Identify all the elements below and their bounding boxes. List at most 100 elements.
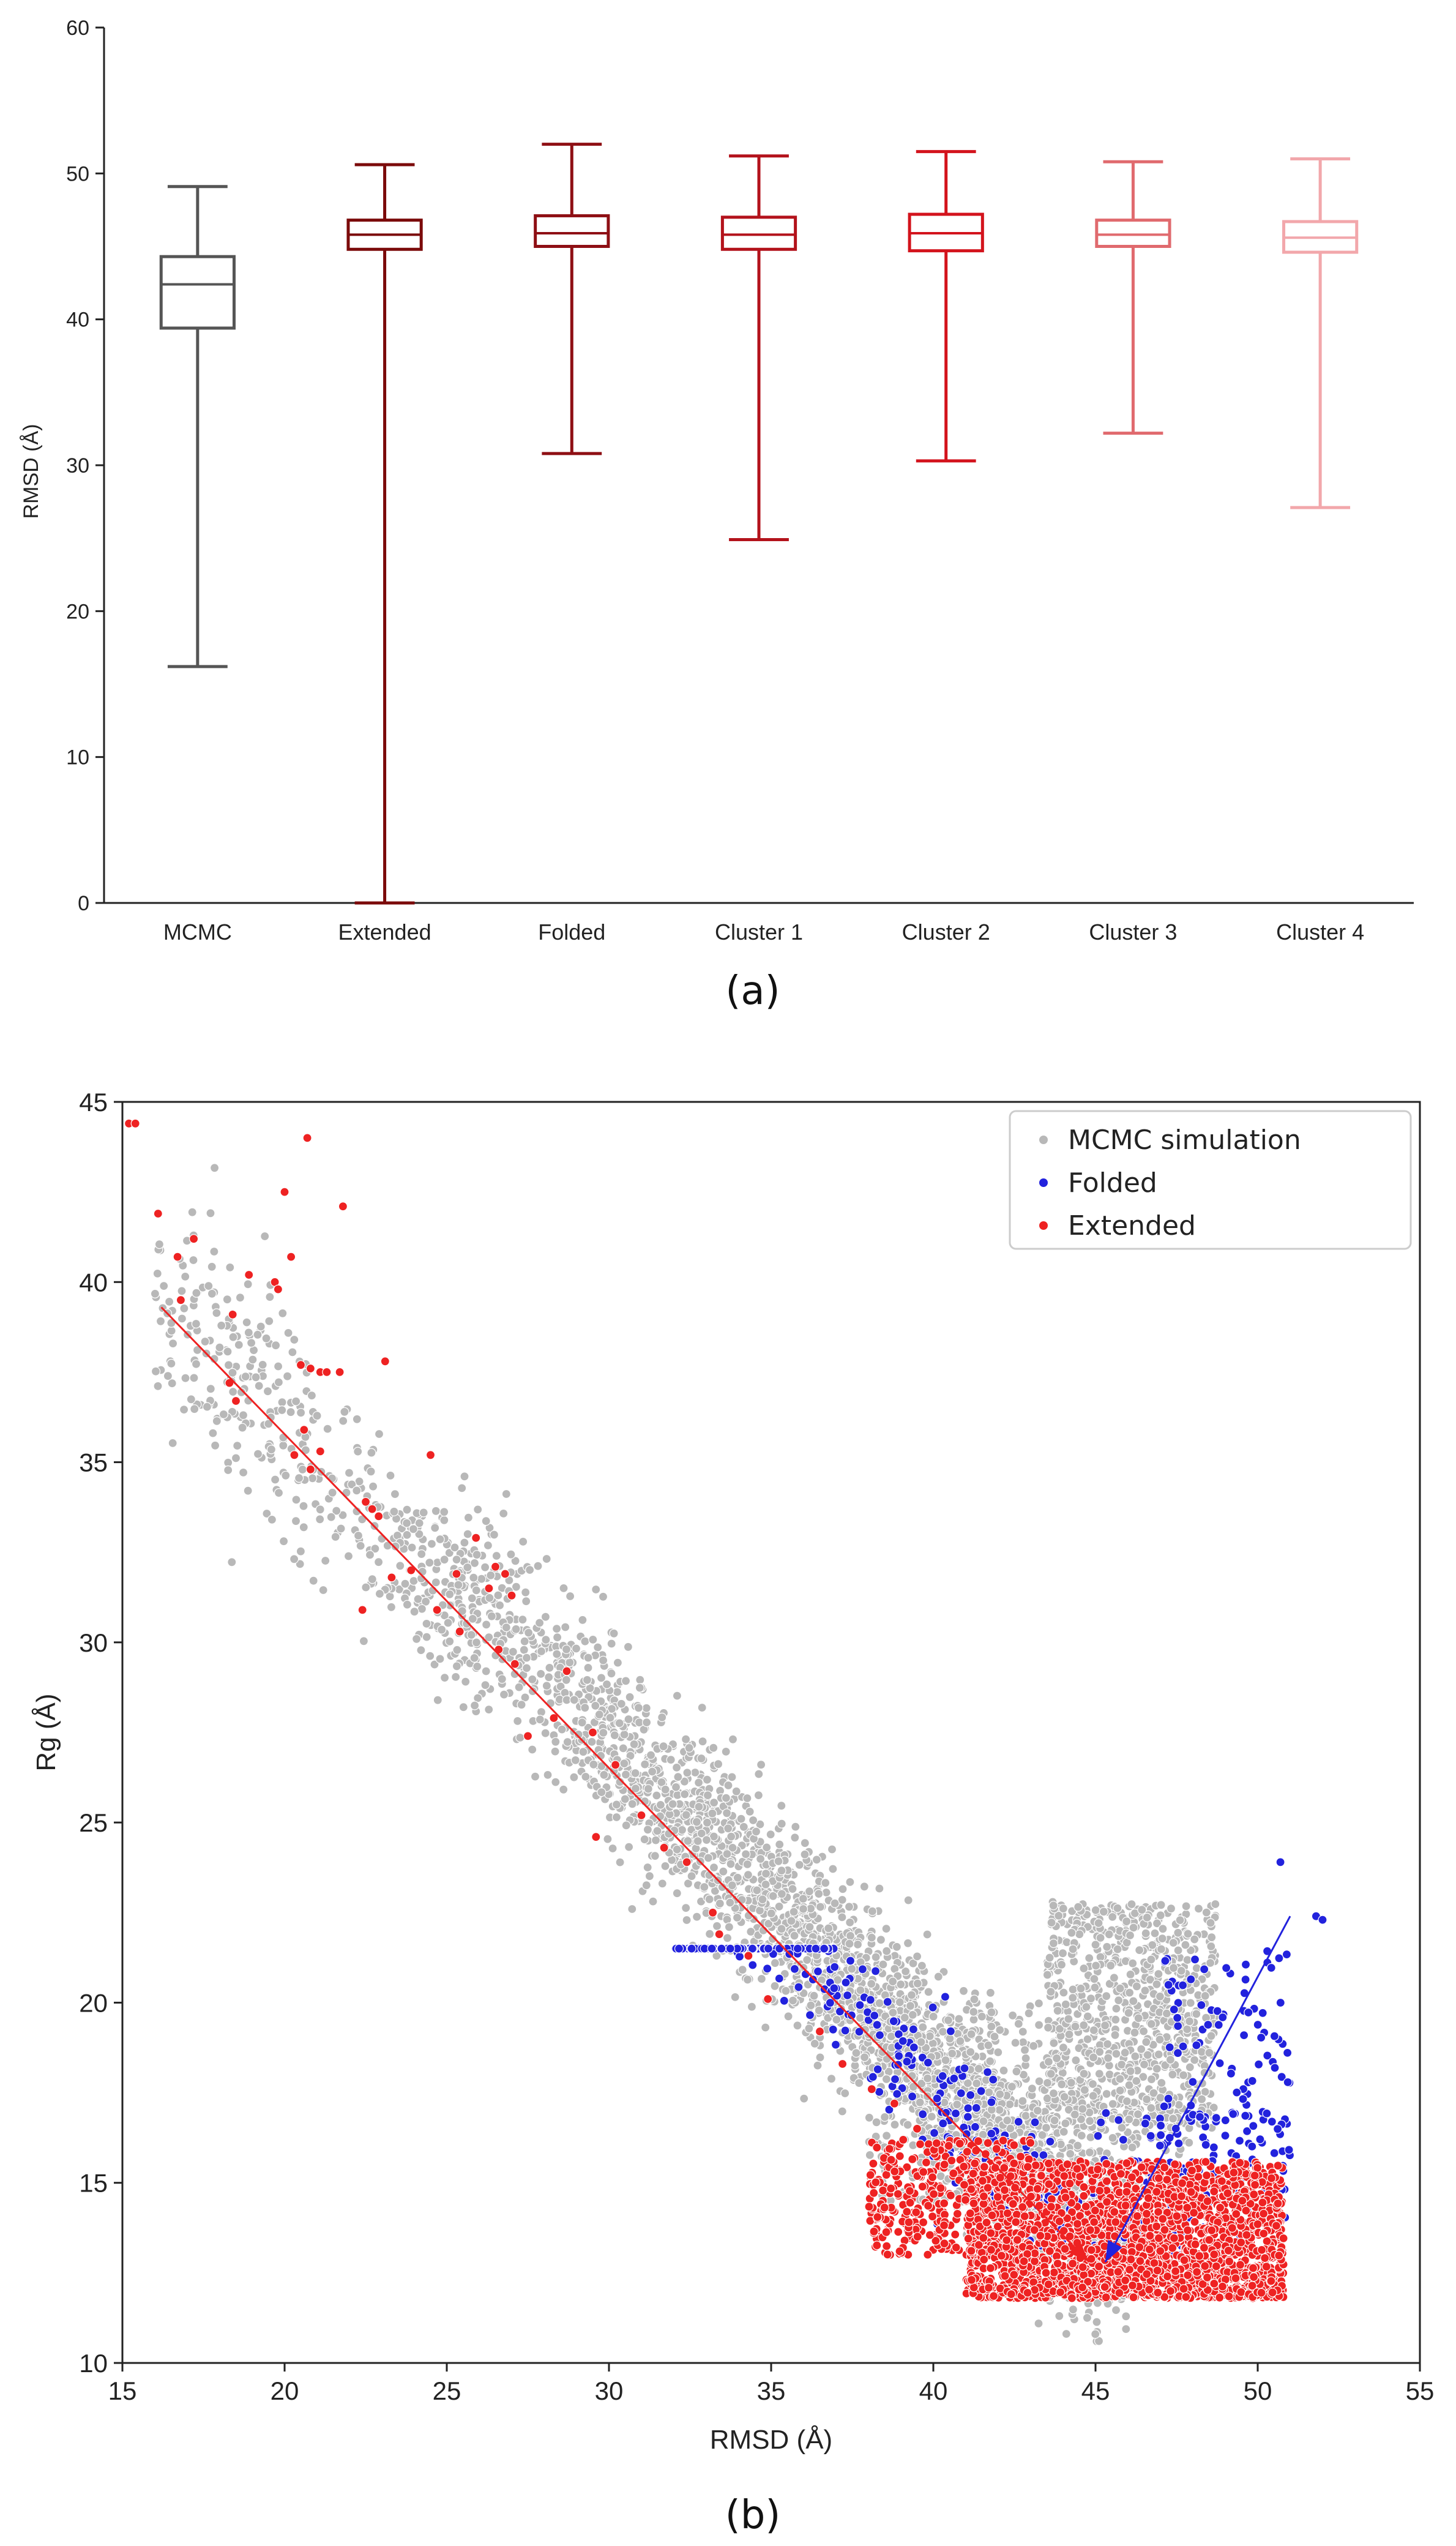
mcmc-point	[1157, 2078, 1167, 2088]
mcmc-point	[726, 1832, 736, 1841]
mcmc-point	[881, 2074, 892, 2084]
mcmc-point	[407, 1543, 417, 1552]
mcmc-point	[308, 1473, 318, 1483]
mcmc-point	[985, 1988, 996, 1997]
folded-point	[988, 2075, 998, 2084]
mcmc-point	[251, 1372, 261, 1382]
mcmc-point	[542, 1554, 551, 1564]
mcmc-point	[247, 1338, 256, 1348]
mcmc-point	[374, 1429, 384, 1439]
mcmc-point	[687, 1871, 696, 1881]
mcmc-point	[615, 1857, 625, 1867]
mcmc-point	[683, 1879, 693, 1889]
folded-point	[1093, 2131, 1103, 2141]
mcmc-point	[1115, 2086, 1125, 2095]
mcmc-point	[908, 2010, 917, 2020]
mcmc-point	[422, 1619, 431, 1628]
mcmc-point	[299, 1501, 308, 1511]
mcmc-point	[643, 1825, 653, 1835]
mcmc-point	[789, 1907, 799, 1917]
folded-point	[1218, 2012, 1228, 2022]
mcmc-point	[277, 1405, 287, 1415]
mcmc-point	[327, 1488, 337, 1497]
mcmc-point	[903, 1895, 913, 1905]
mcmc-point	[401, 1518, 412, 1528]
mcmc-point	[1020, 2045, 1030, 2055]
mcmc-point	[1184, 2016, 1195, 2026]
mcmc-point	[879, 2112, 890, 2122]
mcmc-point	[1201, 1908, 1211, 1917]
mcmc-point	[493, 1590, 503, 1600]
mcmc-point	[715, 1898, 725, 1909]
mcmc-point	[859, 1882, 869, 1892]
mcmc-point	[682, 1915, 692, 1925]
mcmc-point	[582, 1675, 592, 1685]
mcmc-point	[468, 1614, 478, 1623]
mcmc-point	[1079, 2020, 1089, 2030]
mcmc-point	[1143, 2050, 1152, 2060]
mcmc-point	[598, 1655, 608, 1665]
folded-point	[940, 1992, 950, 2002]
mcmc-point	[610, 1731, 619, 1740]
mcmc-point	[1184, 2138, 1194, 2147]
mcmc-point	[918, 2022, 928, 2032]
mcmc-point	[922, 1930, 932, 1939]
mcmc-point	[207, 1289, 217, 1298]
folded-point	[1173, 2021, 1183, 2031]
mcmc-point	[702, 1818, 712, 1827]
mcmc-point	[248, 1355, 258, 1365]
mcmc-point	[826, 2074, 837, 2084]
mcmc-point	[1079, 2069, 1089, 2079]
mcmc-point	[327, 1473, 337, 1483]
mcmc-point	[561, 1644, 572, 1654]
mcmc-point	[709, 1743, 719, 1753]
mcmc-point	[1183, 1929, 1193, 1939]
mcmc-point	[315, 1505, 325, 1514]
folded-point	[1030, 2117, 1040, 2127]
mcmc-point	[732, 1912, 742, 1923]
mcmc-point	[1111, 2049, 1121, 2059]
mcmc-point	[672, 1691, 682, 1701]
iqr-box	[159, 255, 236, 330]
mcmc-point	[1175, 1915, 1185, 1925]
mcmc-point	[814, 1889, 824, 1899]
mcmc-point	[1152, 1979, 1162, 1989]
mcmc-point	[840, 2088, 850, 2099]
mcmc-point	[655, 1811, 665, 1821]
mcmc-point	[1018, 2037, 1028, 2047]
mcmc-point	[514, 1682, 524, 1692]
mcmc-point	[1113, 1944, 1122, 1954]
mcmc-point	[489, 1530, 499, 1540]
mcmc-point	[969, 1994, 979, 2004]
mcmc-point	[1126, 1969, 1135, 1979]
box-cluster-2	[908, 150, 984, 463]
mcmc-point	[1181, 1901, 1191, 1911]
folded-point	[1199, 1964, 1209, 1974]
mcmc-point	[1061, 2119, 1070, 2129]
mcmc-point	[597, 1788, 607, 1797]
box-mcmc	[159, 185, 236, 668]
mcmc-point	[212, 1416, 222, 1426]
mcmc-point	[915, 2097, 925, 2107]
folded-point	[868, 2072, 878, 2082]
mcmc-point	[703, 1791, 713, 1800]
mcmc-point	[484, 1705, 494, 1715]
mcmc-point	[481, 1620, 491, 1630]
mcmc-point	[1091, 2329, 1100, 2339]
iqr-box	[1095, 219, 1171, 249]
mcmc-point	[1129, 1996, 1138, 2006]
folded-point	[829, 1983, 839, 1993]
mcmc-point	[731, 1786, 741, 1796]
mcmc-point	[225, 1262, 235, 1272]
mcmc-point	[1141, 1928, 1151, 1938]
folded-point	[1241, 1960, 1251, 1969]
folded-point	[808, 1975, 818, 1985]
mcmc-point	[408, 1524, 419, 1534]
folded-point	[1241, 1975, 1250, 1985]
mcmc-point	[561, 1622, 570, 1632]
mcmc-point	[1111, 2015, 1121, 2024]
mcmc-point	[748, 1815, 758, 1825]
mcmc-point	[1083, 2034, 1092, 2044]
mcmc-point	[1007, 2010, 1018, 2020]
